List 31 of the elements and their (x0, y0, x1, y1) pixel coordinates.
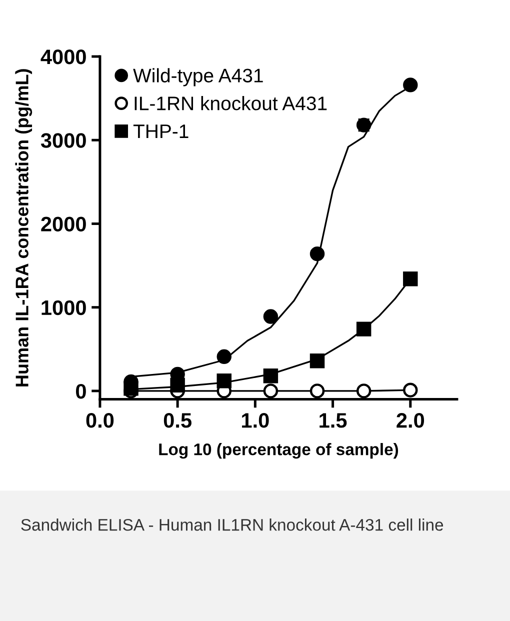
x-tick-label: 2.0 (396, 413, 424, 428)
point (310, 246, 325, 262)
point (263, 384, 278, 398)
x-tick-label: 0.0 (86, 413, 114, 428)
point (403, 78, 418, 92)
y-tick-label: 4000 (40, 50, 86, 64)
point (263, 368, 278, 384)
point (216, 349, 232, 364)
y-tick-label: 1000 (42, 300, 86, 316)
point (216, 374, 232, 388)
point (403, 382, 418, 398)
x-tick-label: 0.5 (164, 413, 192, 428)
point (310, 353, 325, 368)
legend-label: Wild-type A431 (133, 68, 263, 86)
x-tick-label: 1.5 (320, 413, 347, 428)
legend-label: THP-1 (133, 124, 188, 138)
point (170, 378, 185, 392)
point (310, 384, 325, 398)
point (356, 384, 372, 398)
text: Sandwich ELISA - Human IL1RN knockout A-431 cell line (21, 518, 444, 531)
point (356, 322, 372, 336)
x-axis-title: Log 10 (percentage of sample) (159, 443, 398, 459)
y-tick-label: 0 (76, 384, 86, 399)
y-tick-label: 3000 (40, 133, 86, 148)
point (263, 309, 278, 324)
x-tick-label: 1.0 (242, 413, 269, 428)
legend-label: IL-1RN knockout A431 (134, 96, 327, 110)
y-axis-title: Human IL-1RA concentration (pg/mL) (15, 69, 32, 386)
point (403, 272, 418, 286)
y-tick-label: 2000 (41, 216, 86, 232)
point (124, 381, 138, 396)
